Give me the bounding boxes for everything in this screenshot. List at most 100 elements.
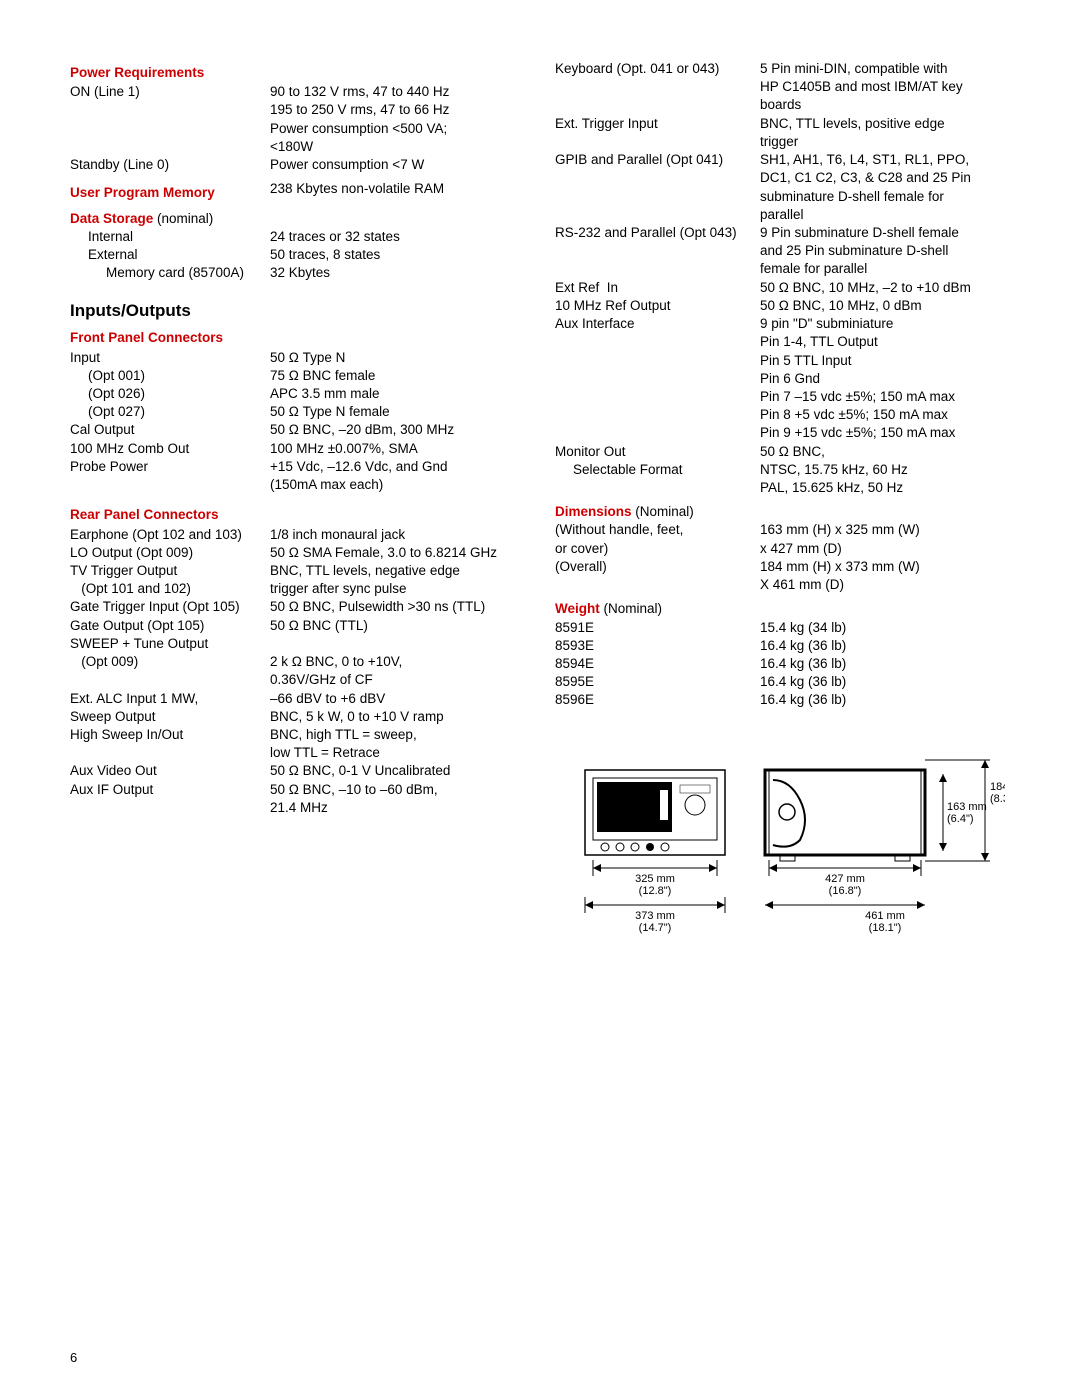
spec-label: High Sweep In/Out — [70, 726, 270, 762]
spec-label: LO Output (Opt 009) — [70, 544, 270, 562]
spec-label: (Without handle, feet, or cover) — [555, 521, 760, 557]
spec-row: Selectable FormatNTSC, 15.75 kHz, 60 Hz … — [555, 461, 1010, 497]
spec-value: 100 MHz ±0.007%, SMA — [270, 440, 525, 458]
spec-label: (Opt 026) — [70, 385, 270, 403]
spec-row: 8595E16.4 kg (36 lb) — [555, 673, 1010, 691]
page-number: 6 — [70, 1349, 77, 1367]
spec-label: Earphone (Opt 102 and 103) — [70, 526, 270, 544]
spec-row: Aux IF Output50 Ω BNC, –10 to –60 dBm, 2… — [70, 781, 525, 817]
spec-row: SWEEP + Tune Output (Opt 009) 2 k Ω BNC,… — [70, 635, 525, 690]
power-requirements-title: Power Requirements — [70, 64, 525, 82]
spec-label: 10 MHz Ref Output — [555, 297, 760, 315]
spec-value: 1/8 inch monaural jack — [270, 526, 525, 544]
diagram-front-w2i: (14.7") — [639, 922, 672, 934]
spec-row: Aux Video Out50 Ω BNC, 0-1 V Uncalibrate… — [70, 762, 525, 780]
spec-label: 8595E — [555, 673, 760, 691]
spec-label: Gate Output (Opt 105) — [70, 617, 270, 635]
diagram-side-w2i: (18.1") — [869, 922, 902, 934]
diagram-front-w: 325 mm — [635, 873, 675, 885]
spec-label: (Overall) — [555, 558, 760, 594]
dimensions-suffix: (Nominal) — [632, 504, 694, 519]
spec-label: RS-232 and Parallel (Opt 043) — [555, 224, 760, 279]
spec-label: 8594E — [555, 655, 760, 673]
right-column: Keyboard (Opt. 041 or 043)5 Pin mini-DIN… — [555, 60, 1010, 955]
spec-row: 8591E15.4 kg (34 lb) — [555, 619, 1010, 637]
spec-row: Keyboard (Opt. 041 or 043)5 Pin mini-DIN… — [555, 60, 1010, 115]
diagram-front-wi: (12.8") — [639, 885, 672, 897]
spec-row: Standby (Line 0)Power consumption <7 W — [70, 156, 525, 174]
spec-label: Sweep Output — [70, 708, 270, 726]
spec-value: 50 Ω BNC, 0-1 V Uncalibrated — [270, 762, 525, 780]
spec-row: 8596E16.4 kg (36 lb) — [555, 691, 1010, 709]
spec-row: Input50 Ω Type N — [70, 349, 525, 367]
spec-label: Aux Interface — [555, 315, 760, 443]
spec-value: 50 Ω Type N female — [270, 403, 525, 421]
io-header: Inputs/Outputs — [70, 300, 525, 323]
spec-value: 16.4 kg (36 lb) — [760, 673, 1010, 691]
spec-value: 50 Ω BNC, –20 dBm, 300 MHz — [270, 421, 525, 439]
spec-label: Input — [70, 349, 270, 367]
spec-row: LO Output (Opt 009)50 Ω SMA Female, 3.0 … — [70, 544, 525, 562]
spec-row: 100 MHz Comb Out100 MHz ±0.007%, SMA — [70, 440, 525, 458]
diagram-side-h2: 184 mm — [990, 781, 1005, 793]
spec-row: 8593E16.4 kg (36 lb) — [555, 637, 1010, 655]
diagram-side-h1: 163 mm — [947, 801, 987, 813]
spec-label: Gate Trigger Input (Opt 105) — [70, 598, 270, 616]
spec-row: Gate Output (Opt 105)50 Ω BNC (TTL) — [70, 617, 525, 635]
spec-value: 50 Ω BNC, 10 MHz, –2 to +10 dBm — [760, 279, 1010, 297]
spec-label: Internal — [70, 228, 270, 246]
spec-row: TV Trigger Output (Opt 101 and 102)BNC, … — [70, 562, 525, 598]
spec-row: 8594E16.4 kg (36 lb) — [555, 655, 1010, 673]
spec-value: –66 dBV to +6 dBV — [270, 690, 525, 708]
spec-value: 16.4 kg (36 lb) — [760, 655, 1010, 673]
spec-label: Monitor Out — [555, 443, 760, 461]
spec-value: 2 k Ω BNC, 0 to +10V, 0.36V/GHz of CF — [270, 635, 525, 690]
spec-value: 16.4 kg (36 lb) — [760, 637, 1010, 655]
spec-value: 50 Ω BNC, — [760, 443, 1010, 461]
spec-label: Probe Power — [70, 458, 270, 494]
spec-label: Ext. ALC Input 1 MW, — [70, 690, 270, 708]
weight-suffix: (Nominal) — [600, 601, 662, 616]
spec-row: Sweep OutputBNC, 5 k W, 0 to +10 V ramp — [70, 708, 525, 726]
spec-row: Memory card (85700A)32 Kbytes — [70, 264, 525, 282]
spec-row: Gate Trigger Input (Opt 105)50 Ω BNC, Pu… — [70, 598, 525, 616]
spec-value: NTSC, 15.75 kHz, 60 Hz PAL, 15.625 kHz, … — [760, 461, 1010, 497]
dimensions-title: Dimensions — [555, 504, 632, 519]
spec-label: Standby (Line 0) — [70, 156, 270, 174]
spec-value: 32 Kbytes — [270, 264, 525, 282]
spec-row: External50 traces, 8 states — [70, 246, 525, 264]
spec-row: Ext Ref In50 Ω BNC, 10 MHz, –2 to +10 dB… — [555, 279, 1010, 297]
spec-value: BNC, 5 k W, 0 to +10 V ramp — [270, 708, 525, 726]
spec-row: (Without handle, feet, or cover)163 mm (… — [555, 521, 1010, 557]
spec-value: 75 Ω BNC female — [270, 367, 525, 385]
spec-label: Ext Ref In — [555, 279, 760, 297]
spec-label: Memory card (85700A) — [70, 264, 270, 282]
spec-value: 24 traces or 32 states — [270, 228, 525, 246]
spec-row: Monitor Out50 Ω BNC, — [555, 443, 1010, 461]
spec-value: 9 Pin subminature D-shell female and 25 … — [760, 224, 1010, 279]
spec-label: GPIB and Parallel (Opt 041) — [555, 151, 760, 224]
spec-label: Selectable Format — [555, 461, 760, 497]
dimensions-diagram: 325 mm (12.8") 373 mm (14.7") — [565, 750, 1010, 955]
spec-value: 50 Ω BNC, Pulsewidth >30 ns (TTL) — [270, 598, 525, 616]
spec-label: External — [70, 246, 270, 264]
spec-row: GPIB and Parallel (Opt 041)SH1, AH1, T6,… — [555, 151, 1010, 224]
spec-value: BNC, high TTL = sweep, low TTL = Retrace — [270, 726, 525, 762]
left-column: Power Requirements ON (Line 1)90 to 132 … — [70, 60, 525, 955]
spec-row: Earphone (Opt 102 and 103)1/8 inch monau… — [70, 526, 525, 544]
spec-row: (Opt 001)75 Ω BNC female — [70, 367, 525, 385]
spec-label: Ext. Trigger Input — [555, 115, 760, 151]
spec-label: Aux IF Output — [70, 781, 270, 817]
spec-value: 50 Ω Type N — [270, 349, 525, 367]
spec-value: APC 3.5 mm male — [270, 385, 525, 403]
spec-value: 50 Ω BNC, 10 MHz, 0 dBm — [760, 297, 1010, 315]
spec-label: 8596E — [555, 691, 760, 709]
diagram-side-w: 427 mm — [825, 873, 865, 885]
spec-row: RS-232 and Parallel (Opt 043)9 Pin submi… — [555, 224, 1010, 279]
spec-label: (Opt 001) — [70, 367, 270, 385]
spec-row: 10 MHz Ref Output50 Ω BNC, 10 MHz, 0 dBm — [555, 297, 1010, 315]
spec-row: Ext. ALC Input 1 MW,–66 dBV to +6 dBV — [70, 690, 525, 708]
spec-label: (Opt 027) — [70, 403, 270, 421]
spec-value: +15 Vdc, –12.6 Vdc, and Gnd (150mA max e… — [270, 458, 525, 494]
diagram-front-w2: 373 mm — [635, 910, 675, 922]
